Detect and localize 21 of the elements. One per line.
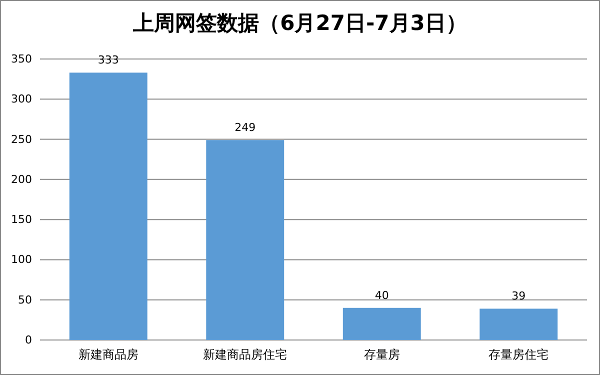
y-tick-label: 350 xyxy=(11,52,32,66)
data-label: 40 xyxy=(374,288,389,302)
y-tick-label: 100 xyxy=(11,253,32,266)
y-tick-label: 50 xyxy=(18,293,32,306)
x-tick-label: 存量房住宅 xyxy=(488,348,549,362)
y-tick-label: 0 xyxy=(25,334,32,347)
bar xyxy=(342,308,421,340)
chart-title: 上周网签数据（6月27日-7月3日） xyxy=(132,11,467,35)
data-label: 39 xyxy=(512,290,526,303)
bar xyxy=(69,72,148,340)
y-tick-label: 150 xyxy=(11,213,32,226)
y-tick-label: 250 xyxy=(11,132,32,146)
x-tick-label: 新建商品房 xyxy=(78,348,138,362)
x-tick-label: 新建商品房住宅 xyxy=(203,348,288,362)
data-label: 333 xyxy=(98,54,119,67)
y-tick-label: 300 xyxy=(11,92,32,106)
bar xyxy=(480,308,558,340)
data-label: 249 xyxy=(234,121,256,134)
bar xyxy=(206,140,284,340)
x-tick-label: 存量房 xyxy=(364,348,400,362)
y-tick-label: 200 xyxy=(11,172,32,186)
